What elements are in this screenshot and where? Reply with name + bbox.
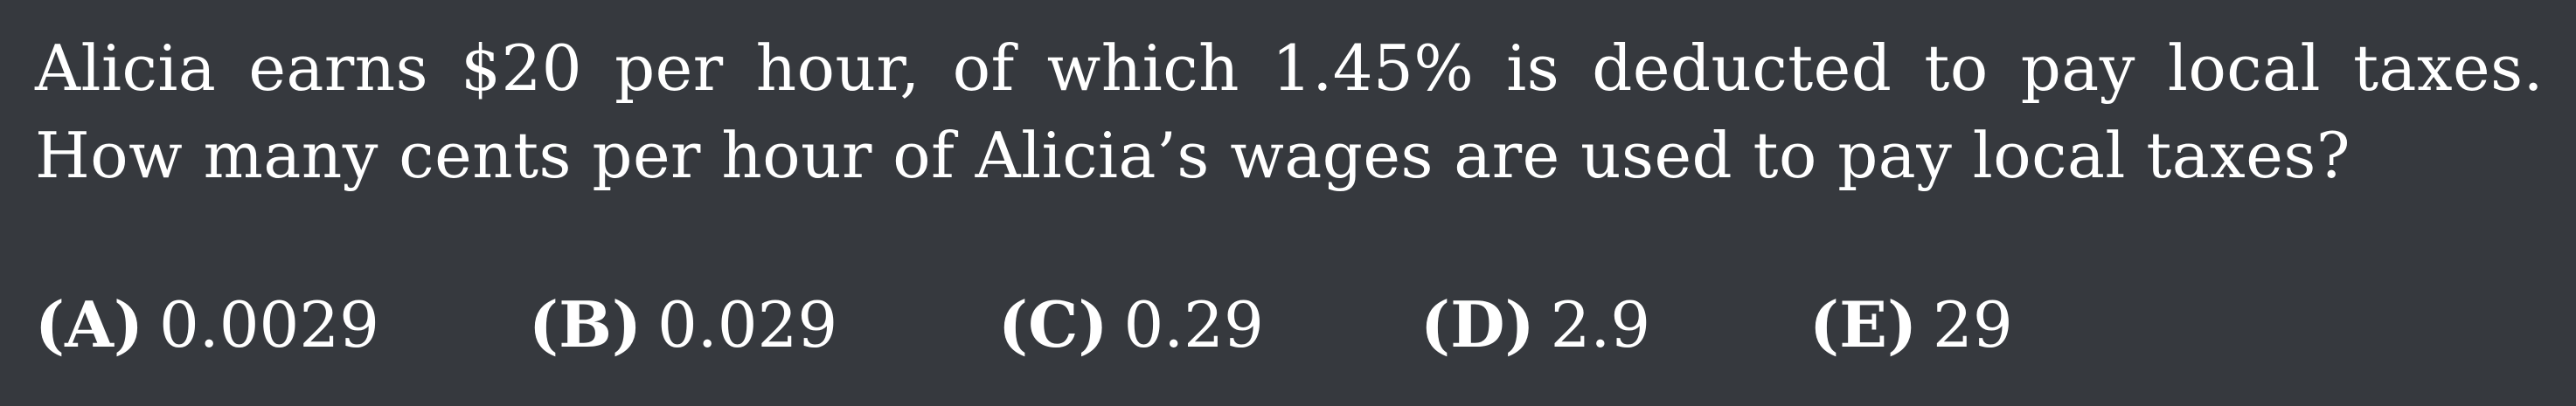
choice-b-letter: (B) [529,287,642,361]
choice-a: (A) 0.0029 [35,281,379,368]
choice-c-value: 0.29 [1123,288,1264,361]
choice-e: (E) 29 [1809,281,2013,368]
choice-b-value: 0.029 [657,288,838,361]
question-text: Alicia earns $20 per hour, of which 1.45… [35,31,2544,192]
choice-a-letter: (A) [35,287,143,361]
choice-d-letter: (D) [1420,287,1535,361]
choice-e-letter: (E) [1809,287,1918,361]
choice-c: (C) 0.29 [998,281,1264,368]
choice-d: (D) 2.9 [1420,281,1650,368]
choice-e-value: 29 [1933,288,2013,361]
choice-a-value: 0.0029 [159,288,379,361]
choice-d-value: 2.9 [1550,288,1651,361]
choice-b: (B) 0.029 [529,281,837,368]
choice-c-letter: (C) [998,287,1108,361]
